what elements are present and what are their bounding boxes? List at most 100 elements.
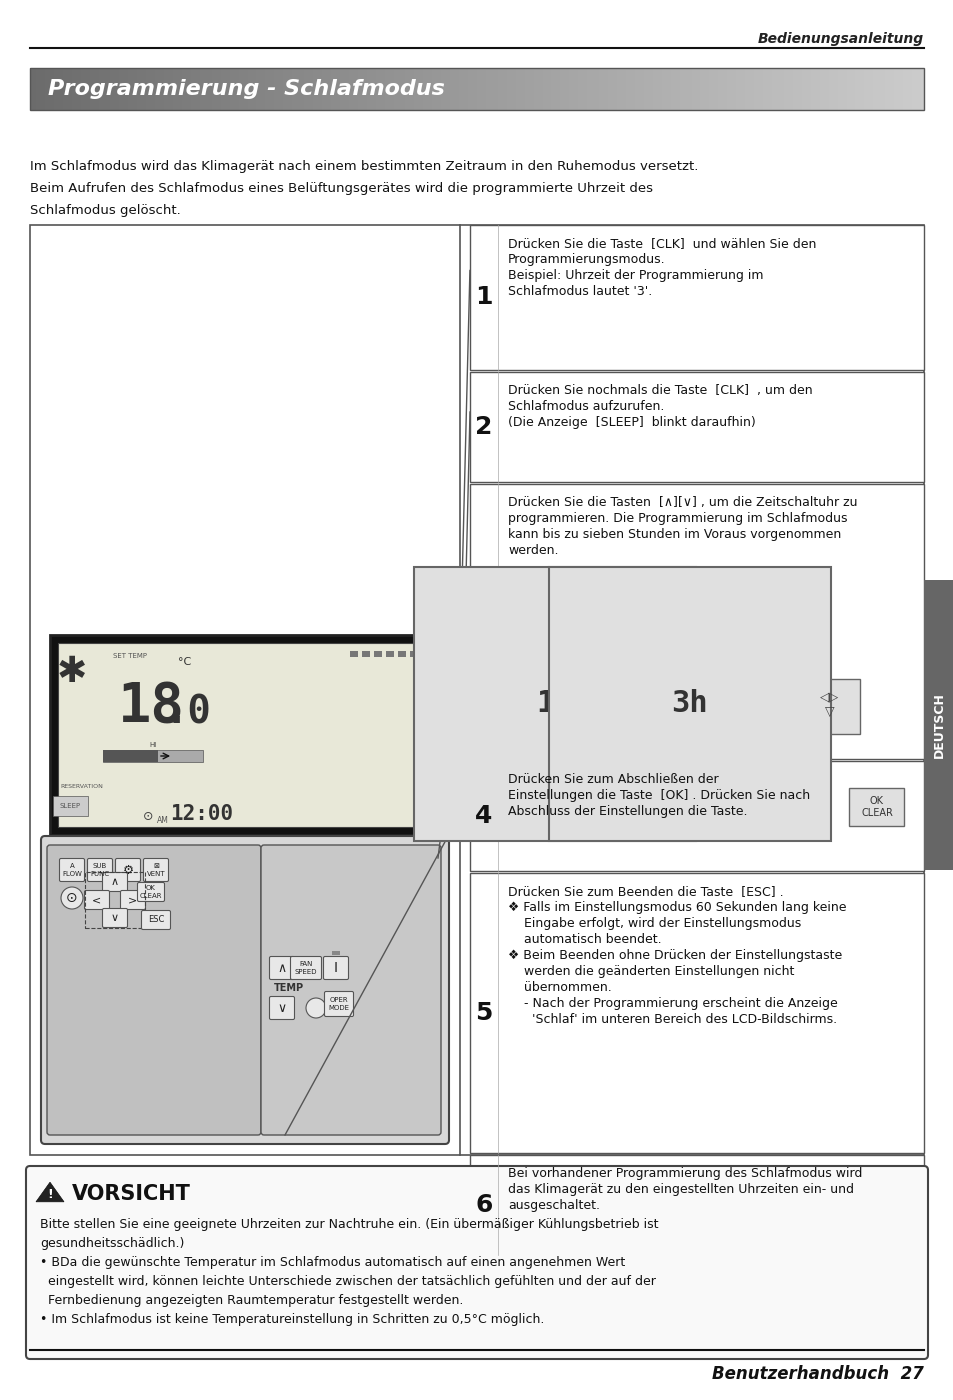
Bar xyxy=(611,69,614,111)
Bar xyxy=(182,69,185,111)
Bar xyxy=(661,69,664,111)
Bar xyxy=(271,69,274,111)
Bar xyxy=(396,69,399,111)
Bar xyxy=(470,1155,923,1254)
Bar xyxy=(196,69,200,111)
Bar xyxy=(397,651,406,657)
Bar xyxy=(485,69,489,111)
Text: SET TEMP: SET TEMP xyxy=(112,652,147,659)
Bar xyxy=(587,69,590,111)
Bar xyxy=(155,69,158,111)
Bar xyxy=(66,69,70,111)
Bar xyxy=(274,69,277,111)
Bar xyxy=(103,750,203,762)
Bar xyxy=(119,69,123,111)
Bar xyxy=(760,69,762,111)
Bar xyxy=(527,69,531,111)
Bar xyxy=(294,69,298,111)
Bar xyxy=(659,69,661,111)
Bar xyxy=(715,69,719,111)
Bar xyxy=(816,69,820,111)
Bar xyxy=(726,69,730,111)
Bar xyxy=(30,225,923,1155)
FancyBboxPatch shape xyxy=(141,910,171,930)
Text: FAN
SPEED: FAN SPEED xyxy=(294,962,317,974)
Bar xyxy=(352,69,355,111)
Text: °C: °C xyxy=(178,657,191,666)
Bar xyxy=(191,69,194,111)
Bar xyxy=(125,69,129,111)
Bar xyxy=(488,69,492,111)
Bar xyxy=(158,69,161,111)
Bar xyxy=(479,69,483,111)
Bar xyxy=(858,69,861,111)
Bar xyxy=(530,69,534,111)
Bar xyxy=(423,69,426,111)
Bar xyxy=(77,69,81,111)
Bar xyxy=(757,69,760,111)
Bar xyxy=(882,69,884,111)
Bar xyxy=(262,69,266,111)
Bar xyxy=(103,750,158,762)
Bar xyxy=(378,69,382,111)
Bar xyxy=(111,69,113,111)
Text: Drücken Sie nochmals die Taste  [CLK]  , um den: Drücken Sie nochmals die Taste [CLK] , u… xyxy=(507,384,812,398)
Bar xyxy=(842,69,846,111)
Bar xyxy=(176,69,179,111)
Bar xyxy=(414,69,417,111)
Bar xyxy=(861,69,864,111)
Bar xyxy=(63,69,66,111)
Text: Drücken Sie zum Abschließen der: Drücken Sie zum Abschließen der xyxy=(507,773,718,785)
Text: Benutzerhandbuch  27: Benutzerhandbuch 27 xyxy=(711,1365,923,1383)
Bar xyxy=(884,69,888,111)
Text: ⚙: ⚙ xyxy=(122,864,133,876)
Bar xyxy=(456,69,459,111)
Text: <: < xyxy=(92,895,102,904)
Bar xyxy=(682,69,685,111)
Text: ∧: ∧ xyxy=(277,962,286,974)
Bar xyxy=(375,69,378,111)
Bar xyxy=(512,69,516,111)
Bar xyxy=(48,69,51,111)
Bar xyxy=(914,69,918,111)
Bar xyxy=(804,69,807,111)
Bar xyxy=(223,69,227,111)
Bar xyxy=(733,69,736,111)
Bar xyxy=(676,69,679,111)
Bar xyxy=(855,69,858,111)
Bar xyxy=(394,69,396,111)
Bar xyxy=(542,69,545,111)
Text: DEUTSCH: DEUTSCH xyxy=(931,692,944,757)
Text: Schlafmodus aufzurufen.: Schlafmodus aufzurufen. xyxy=(507,400,663,413)
Bar xyxy=(590,69,593,111)
FancyBboxPatch shape xyxy=(115,858,140,882)
Bar xyxy=(426,69,430,111)
Text: - Nach der Programmierung erscheint die Anzeige: - Nach der Programmierung erscheint die … xyxy=(507,997,837,1009)
Bar xyxy=(500,69,504,111)
Bar xyxy=(563,69,566,111)
Bar xyxy=(384,69,388,111)
Text: das Klimagerät zu den eingestellten Uhrzeiten ein- und: das Klimagerät zu den eingestellten Uhrz… xyxy=(507,1183,853,1196)
Text: • BDa die gewünschte Temperatur im Schlafmodus automatisch auf einen angenehmen : • BDa die gewünschte Temperatur im Schla… xyxy=(40,1256,624,1268)
Bar xyxy=(60,69,63,111)
Bar xyxy=(328,69,331,111)
FancyBboxPatch shape xyxy=(85,890,110,910)
Text: SLEEP: SLEEP xyxy=(60,804,81,809)
FancyBboxPatch shape xyxy=(59,858,85,882)
Bar xyxy=(334,69,337,111)
Bar xyxy=(370,69,373,111)
Text: A
FLOW: A FLOW xyxy=(62,864,82,876)
Bar xyxy=(366,69,370,111)
Text: ✱: ✱ xyxy=(57,655,87,689)
Text: 18: 18 xyxy=(118,680,185,734)
Bar xyxy=(593,69,596,111)
Bar xyxy=(554,69,558,111)
Bar xyxy=(81,69,84,111)
Bar xyxy=(325,69,328,111)
Bar xyxy=(771,69,775,111)
Text: ⊙: ⊙ xyxy=(143,811,153,823)
Bar xyxy=(357,69,361,111)
Bar xyxy=(85,872,145,928)
Bar xyxy=(381,69,385,111)
Bar xyxy=(887,69,891,111)
